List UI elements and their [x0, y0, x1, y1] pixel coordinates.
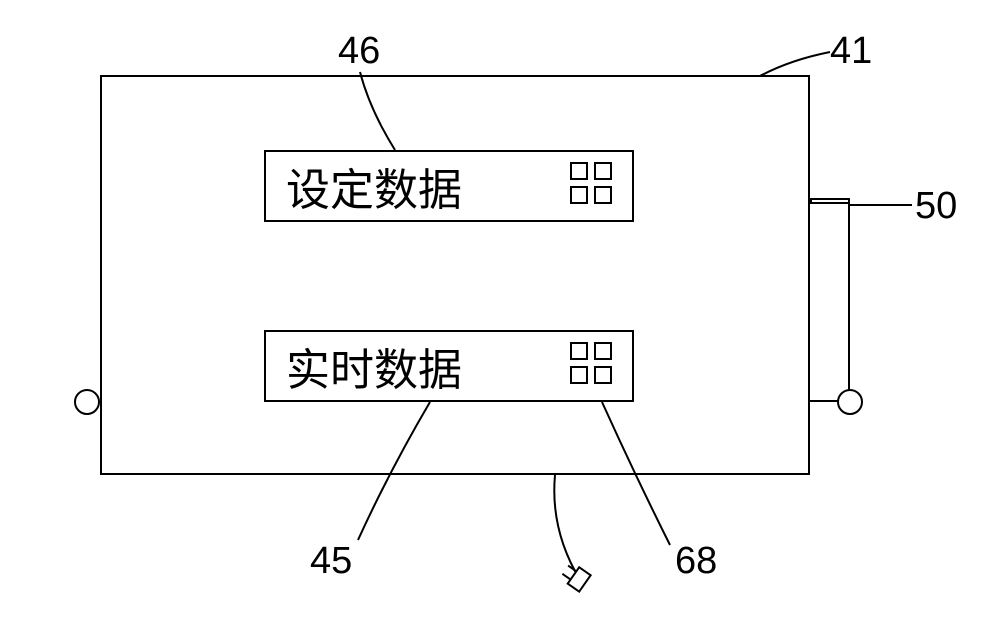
- label-46: 46: [338, 30, 380, 73]
- main-enclosure: [100, 75, 810, 475]
- side-panel-notch: [810, 198, 850, 204]
- dot-icon: [594, 366, 612, 384]
- dot-icon: [570, 186, 588, 204]
- dot-icon: [570, 342, 588, 360]
- right-terminal-circle: [837, 389, 863, 415]
- display-set-data-text: 设定数据: [286, 154, 462, 218]
- diagram-container: 设定数据 实时数据 41 46 50 45 68: [0, 0, 1000, 624]
- display-realtime-data-text: 实时数据: [286, 334, 462, 398]
- side-panel: [810, 202, 850, 402]
- dot-icon: [594, 162, 612, 180]
- dot-icon: [594, 186, 612, 204]
- dot-icon: [570, 366, 588, 384]
- label-68: 68: [675, 540, 717, 583]
- label-50: 50: [915, 185, 957, 228]
- dot-icon: [594, 342, 612, 360]
- label-41: 41: [830, 30, 872, 73]
- dots-top: [570, 162, 612, 204]
- dots-bottom: [570, 342, 612, 384]
- left-terminal-circle: [74, 389, 100, 415]
- dot-icon: [570, 162, 588, 180]
- label-45: 45: [310, 540, 352, 583]
